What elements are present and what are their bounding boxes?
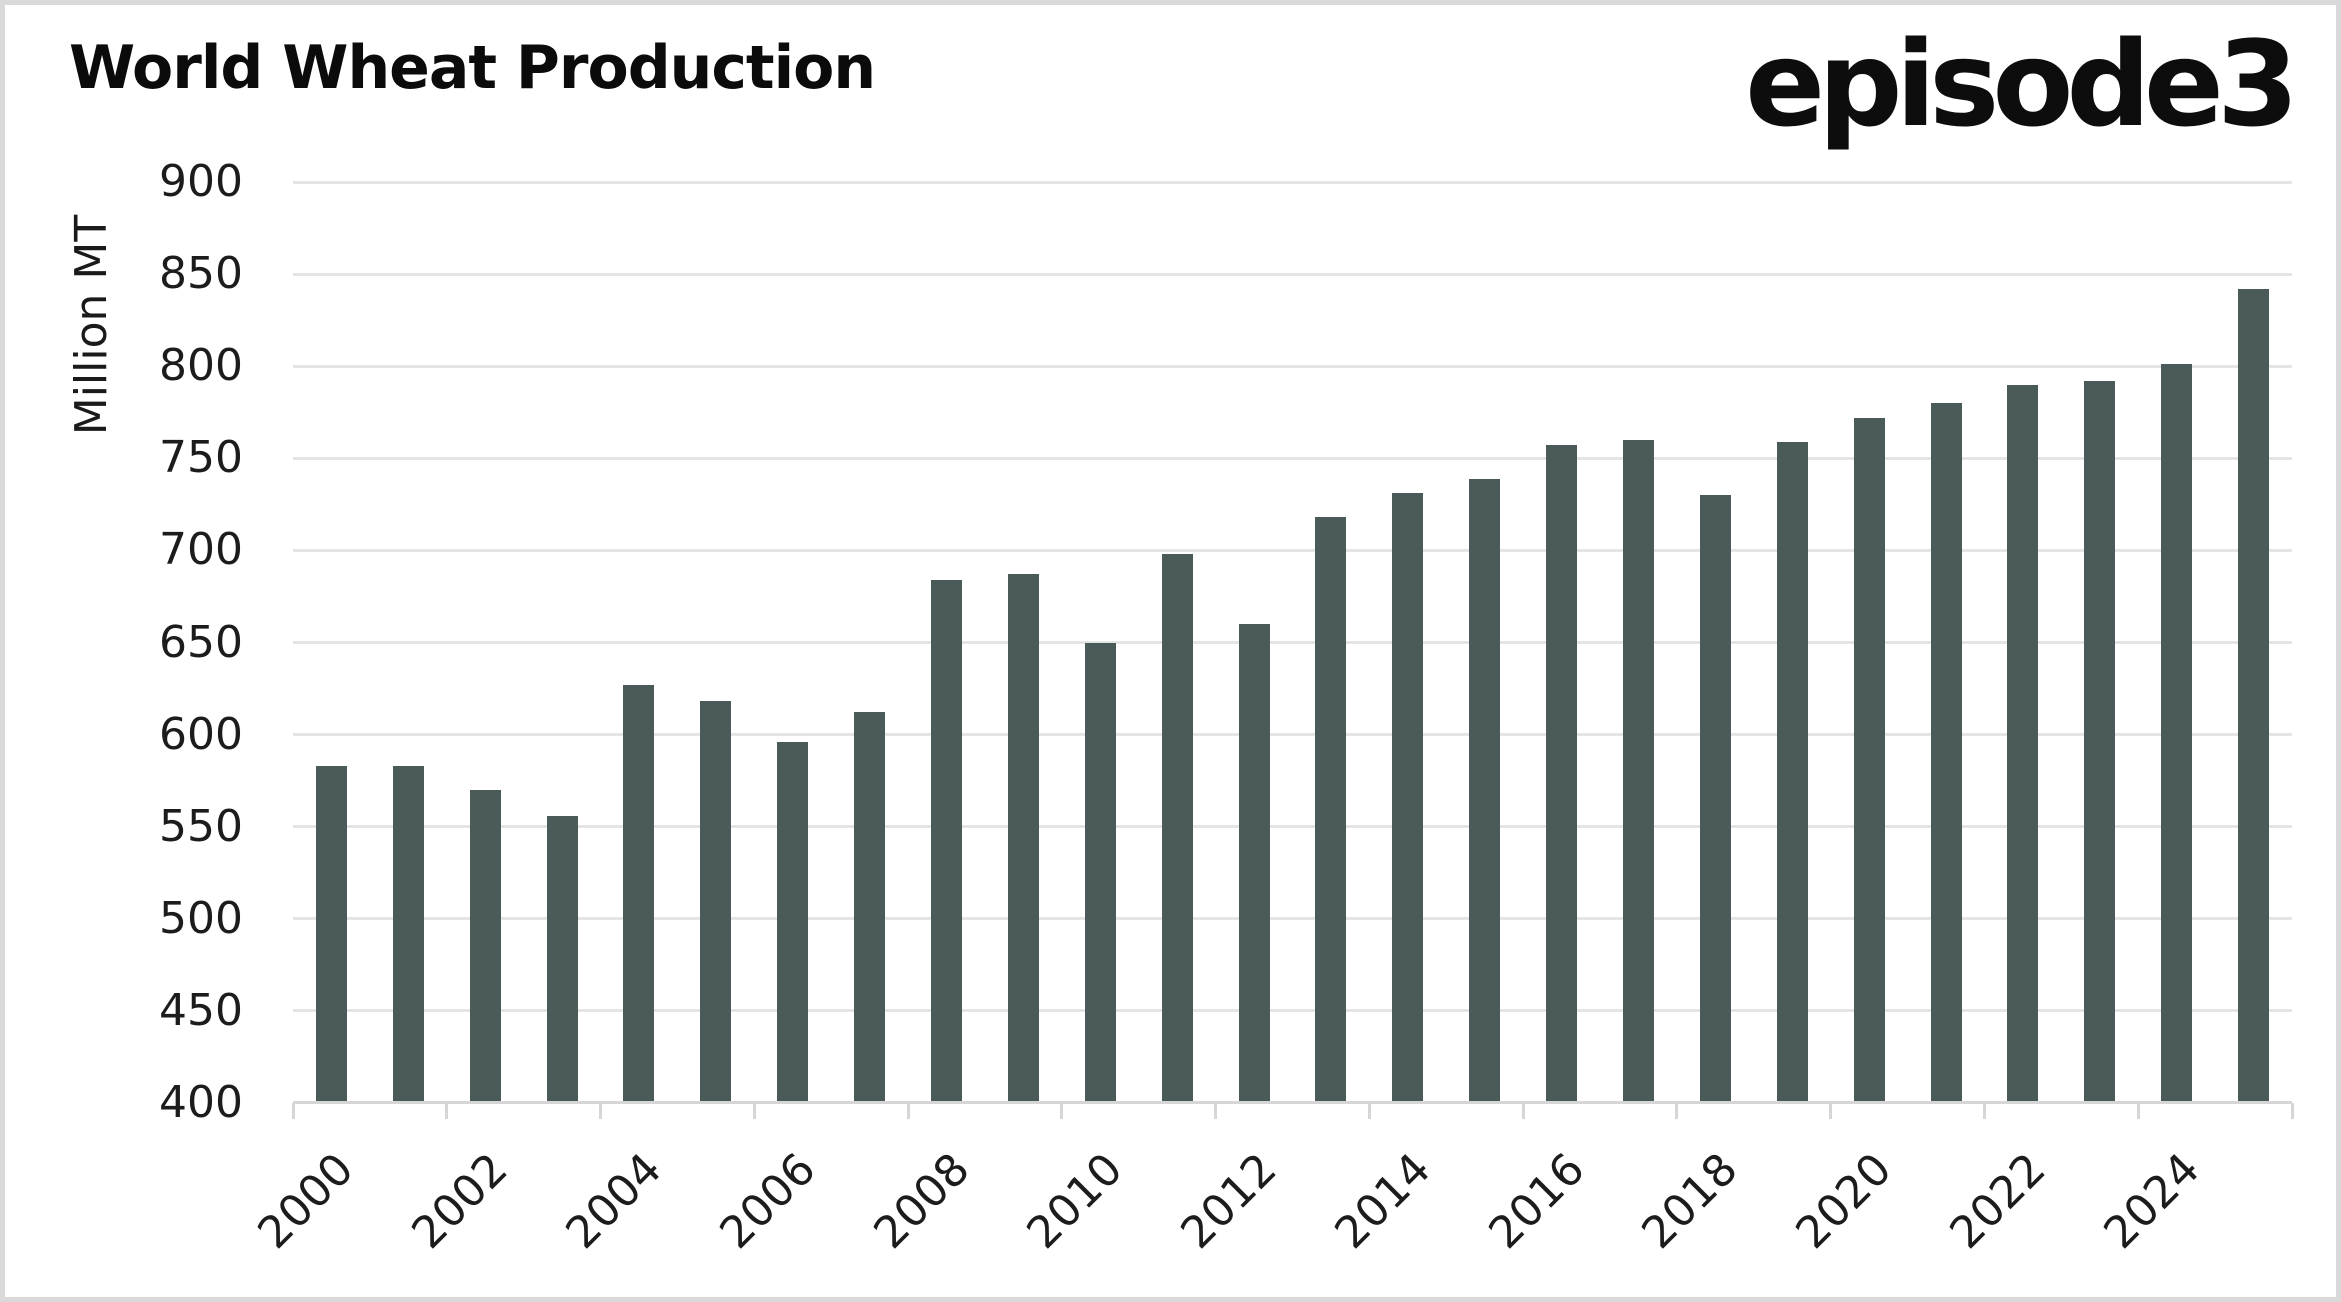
gridline-600 — [293, 733, 2292, 737]
y-tick-label-800: 800 — [159, 340, 243, 392]
gridline-450 — [293, 1009, 2292, 1013]
y-tick-label-500: 500 — [159, 892, 243, 944]
x-tick-label-2002: 2002 — [402, 1143, 518, 1259]
bar-2000 — [315, 765, 347, 1103]
x-tick-label-2004: 2004 — [556, 1143, 672, 1259]
x-tick-label-2000: 2000 — [248, 1143, 365, 1259]
y-tick-label-900: 900 — [159, 156, 243, 207]
bar-2004 — [623, 684, 655, 1103]
bar-2017 — [1622, 439, 1654, 1103]
episode3-logo: episode3 — [1745, 15, 2299, 153]
bar-2024 — [2161, 364, 2193, 1103]
bar-2025 — [2238, 288, 2270, 1103]
y-tick-label-750: 750 — [159, 432, 243, 484]
bar-2007 — [854, 712, 886, 1103]
bar-2019 — [1776, 441, 1808, 1103]
x-tick-mark — [445, 1103, 449, 1119]
y-tick-label-700: 700 — [159, 524, 243, 576]
x-tick-mark — [906, 1103, 910, 1119]
y-tick-label-550: 550 — [159, 800, 243, 852]
bar-2018 — [1699, 495, 1731, 1103]
bar-2023 — [2084, 380, 2116, 1103]
gridline-850 — [293, 272, 2292, 276]
x-tick-label-2020: 2020 — [1786, 1143, 1902, 1259]
bar-2021 — [1930, 403, 1962, 1103]
x-tick-mark — [1521, 1103, 1525, 1119]
bar-2001 — [392, 765, 424, 1103]
bar-2020 — [1853, 417, 1885, 1103]
y-tick-label-450: 450 — [159, 984, 243, 1036]
x-tick-mark — [752, 1103, 756, 1119]
x-tick-mark — [2290, 1103, 2294, 1119]
x-tick-mark — [1675, 1103, 1679, 1119]
x-tick-label-2024: 2024 — [2094, 1143, 2210, 1259]
gridline-650 — [293, 641, 2292, 644]
gridline-900 — [293, 180, 2292, 184]
x-tick-label-2006: 2006 — [710, 1143, 826, 1259]
x-tick-mark — [291, 1103, 295, 1119]
bar-2005 — [700, 701, 732, 1103]
y-tick-label-600: 600 — [159, 708, 243, 760]
x-axis-line — [293, 1101, 2292, 1104]
bar-2014 — [1392, 493, 1424, 1103]
bar-2016 — [1546, 445, 1578, 1103]
y-tick-label-650: 650 — [159, 616, 243, 668]
chart-title: World Wheat Production — [69, 33, 876, 103]
bar-2010 — [1084, 642, 1116, 1103]
x-tick-label-2014: 2014 — [1325, 1143, 1441, 1259]
bar-2003 — [546, 815, 578, 1103]
x-tick-label-2008: 2008 — [863, 1143, 980, 1259]
x-tick-mark — [2136, 1103, 2140, 1119]
x-tick-mark — [1367, 1103, 1371, 1119]
bar-2009 — [1007, 574, 1039, 1103]
x-tick-label-2018: 2018 — [1632, 1143, 1749, 1259]
gridline-750 — [293, 456, 2292, 460]
gridline-800 — [293, 364, 2292, 368]
x-tick-mark — [1060, 1103, 1064, 1119]
gridline-500 — [293, 917, 2292, 921]
bar-2015 — [1469, 478, 1501, 1103]
bar-2012 — [1238, 624, 1270, 1103]
bar-2011 — [1161, 554, 1193, 1103]
x-tick-label-2016: 2016 — [1479, 1143, 1595, 1259]
y-tick-label-400: 400 — [159, 1077, 243, 1128]
x-tick-mark — [1829, 1103, 1833, 1119]
bar-2002 — [469, 789, 501, 1103]
x-tick-label-2022: 2022 — [1940, 1143, 2056, 1259]
y-tick-label-850: 850 — [159, 248, 243, 300]
x-tick-mark — [599, 1103, 603, 1119]
x-tick-mark — [1982, 1103, 1986, 1119]
gridline-700 — [293, 548, 2292, 552]
bar-2006 — [777, 741, 809, 1103]
x-tick-mark — [1214, 1103, 1218, 1119]
x-tick-label-2012: 2012 — [1171, 1143, 1287, 1259]
bar-2008 — [931, 579, 963, 1103]
x-tick-label-2010: 2010 — [1017, 1143, 1133, 1259]
bar-2022 — [2007, 384, 2039, 1103]
gridline-550 — [293, 825, 2292, 829]
bar-2013 — [1315, 517, 1347, 1103]
